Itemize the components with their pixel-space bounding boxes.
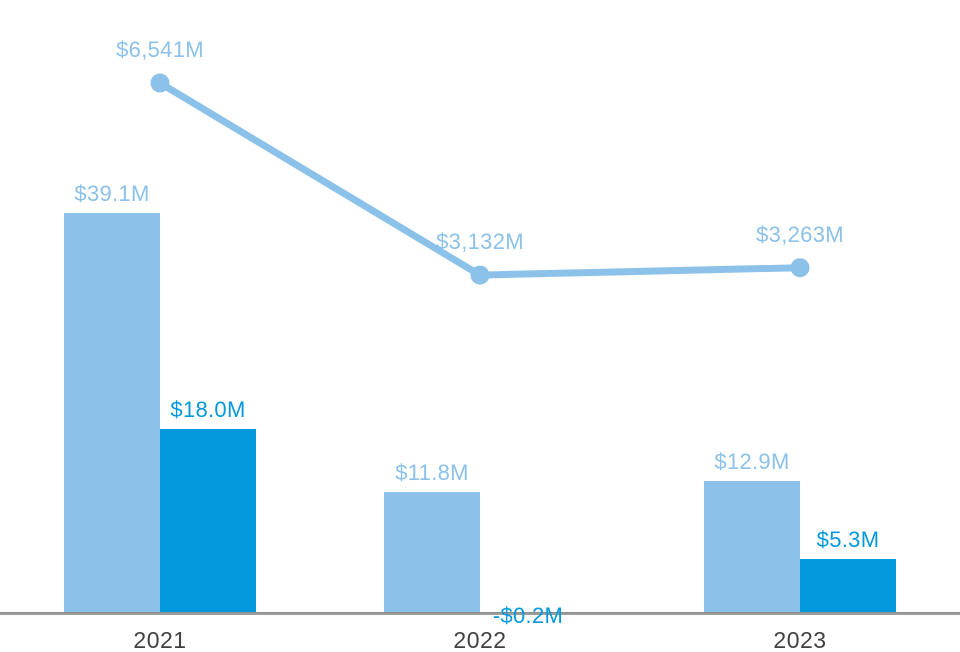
x-axis-label: 2022 xyxy=(453,627,507,652)
bar-value-label: $11.8M xyxy=(395,460,469,486)
bar-light-2023 xyxy=(704,480,800,613)
bar-value-label: -$0.2M xyxy=(492,603,564,628)
line-point xyxy=(150,73,170,93)
x-axis-line xyxy=(0,612,960,615)
bar-dark-2023 xyxy=(800,558,896,613)
bar-light-2021 xyxy=(64,212,160,613)
x-axis-label: 2021 xyxy=(133,627,187,652)
line-value-label: $6,541M xyxy=(116,37,204,63)
bar-value-label: $18.0M xyxy=(170,396,246,422)
line-point xyxy=(790,258,810,278)
x-axis-label: 2023 xyxy=(773,627,827,652)
line-value-label: $3,263M xyxy=(756,221,844,247)
bar-dark-2021 xyxy=(160,428,256,613)
bar-value-label: $39.1M xyxy=(74,180,150,206)
bar-value-label: $12.9M xyxy=(714,448,790,474)
line-value-label: $3,132M xyxy=(436,229,524,255)
line-point xyxy=(470,265,490,285)
bar-light-2022 xyxy=(384,492,480,613)
bar-value-label: $5.3M xyxy=(816,526,880,552)
